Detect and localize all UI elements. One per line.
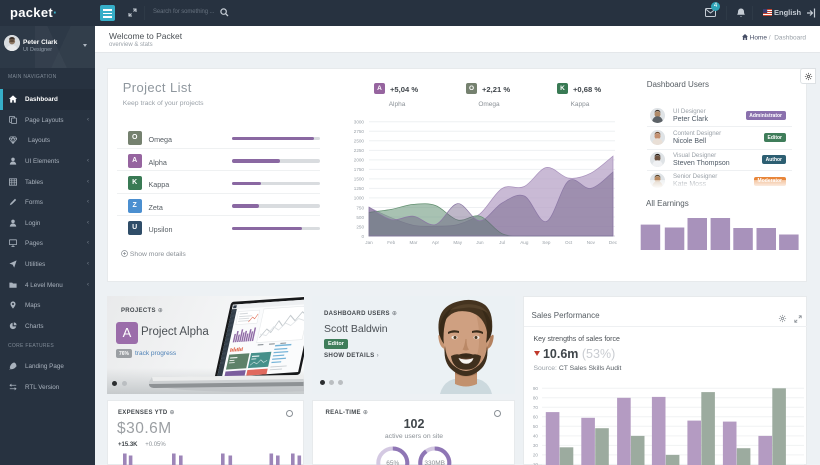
svg-text:20: 20: [532, 453, 538, 458]
svg-text:2000: 2000: [354, 158, 365, 163]
svg-text:2750: 2750: [354, 129, 365, 134]
svg-text:0: 0: [361, 234, 364, 239]
svg-text:Feb: Feb: [387, 240, 395, 245]
svg-text:Aug: Aug: [520, 240, 529, 245]
svg-text:80: 80: [532, 396, 538, 401]
svg-text:May: May: [453, 240, 462, 245]
svg-text:Jun: Jun: [476, 240, 484, 245]
svg-text:40: 40: [532, 434, 538, 439]
svg-text:500: 500: [356, 215, 364, 220]
svg-text:250: 250: [356, 224, 364, 229]
svg-text:Mar: Mar: [409, 240, 417, 245]
svg-text:60: 60: [532, 415, 538, 420]
svg-text:10: 10: [532, 462, 538, 465]
svg-text:65%: 65%: [386, 460, 399, 465]
svg-text:90: 90: [532, 386, 538, 391]
svg-text:330MB: 330MB: [424, 460, 445, 465]
svg-text:70: 70: [532, 405, 538, 410]
svg-text:3000: 3000: [354, 120, 365, 125]
svg-text:30: 30: [532, 443, 538, 448]
svg-text:1250: 1250: [354, 186, 365, 191]
svg-text:750: 750: [356, 205, 364, 210]
svg-text:Apr: Apr: [432, 240, 440, 245]
svg-text:Sep: Sep: [542, 240, 551, 245]
svg-text:2250: 2250: [354, 148, 365, 153]
svg-text:Jul: Jul: [499, 240, 505, 245]
svg-text:1750: 1750: [354, 167, 365, 172]
svg-text:Dec: Dec: [609, 240, 618, 245]
svg-text:1000: 1000: [354, 196, 365, 201]
svg-text:50: 50: [532, 424, 538, 429]
svg-text:2500: 2500: [354, 139, 365, 144]
svg-text:1500: 1500: [354, 177, 365, 182]
svg-text:Jan: Jan: [365, 240, 373, 245]
svg-text:Nov: Nov: [587, 240, 596, 245]
svg-text:Oct: Oct: [565, 240, 573, 245]
